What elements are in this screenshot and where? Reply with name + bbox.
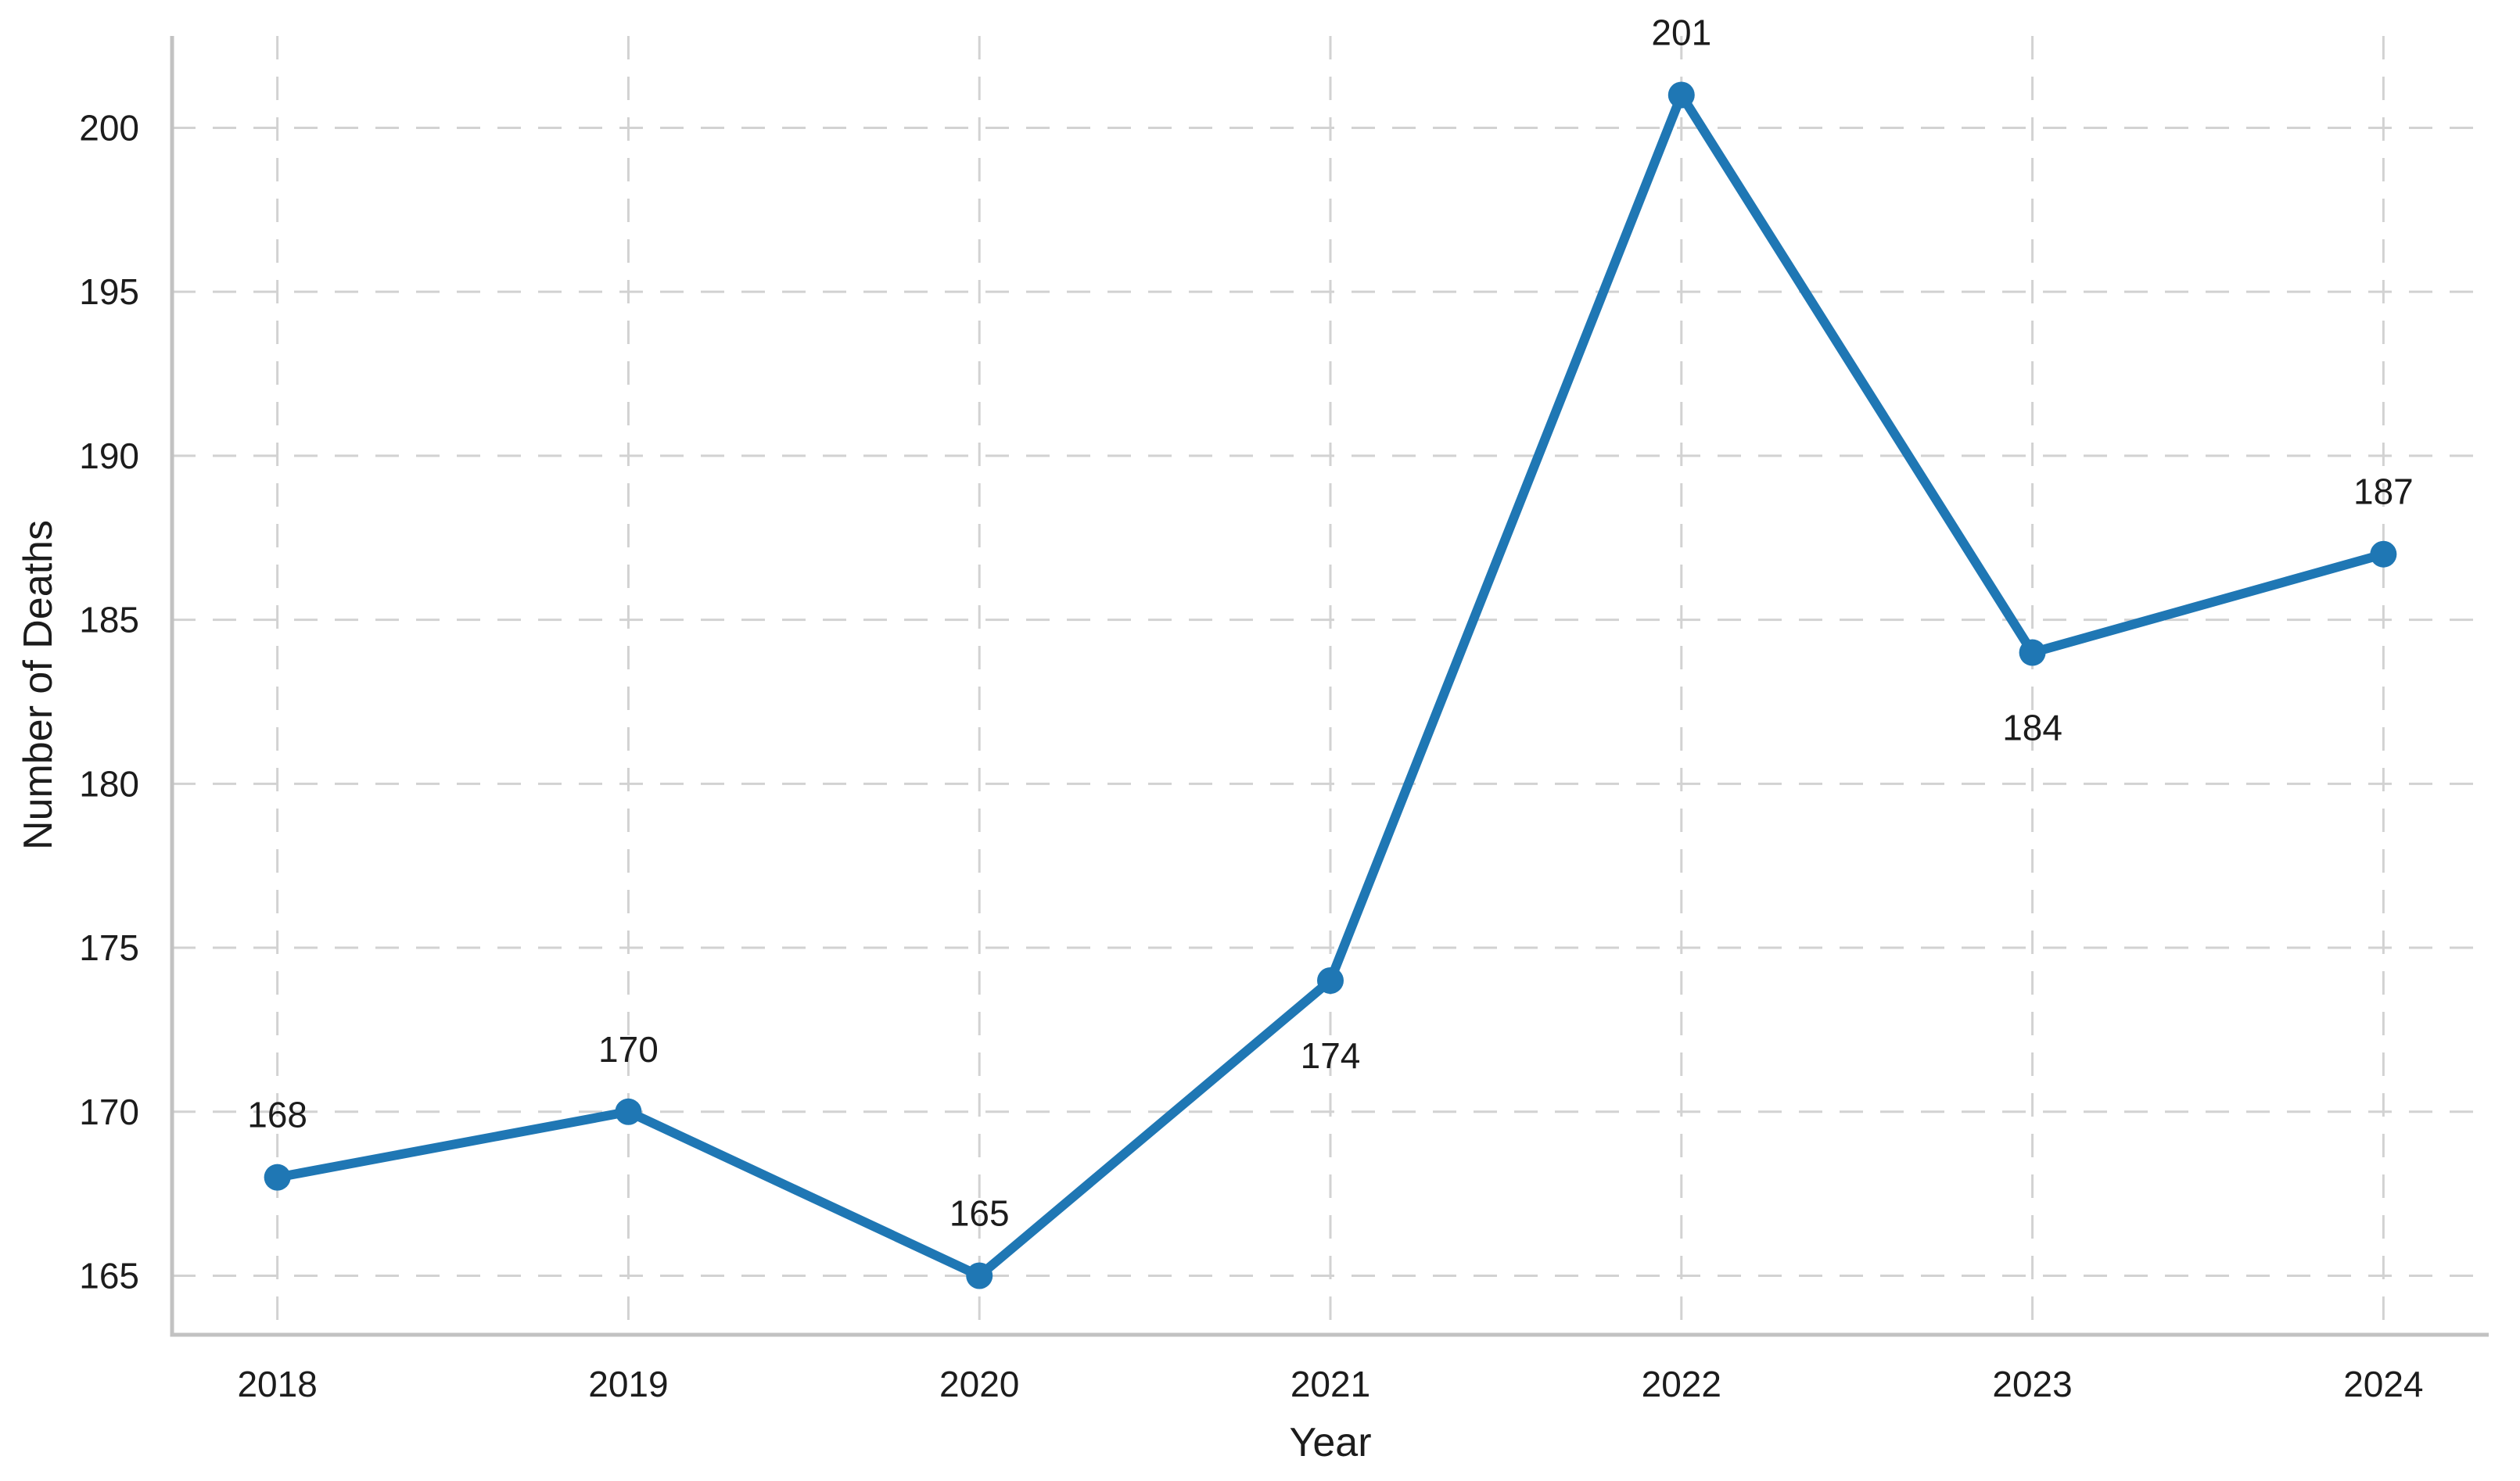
x-tick-labels: 2018 2019 2020 2021 2022 2023 2024: [237, 1364, 2423, 1404]
axis-spines: [170, 36, 2489, 1337]
value-label-2021: 174: [1301, 1035, 1361, 1076]
data-point-2018: [264, 1164, 291, 1191]
data-point-2024: [2370, 540, 2397, 568]
y-tick-165: 165: [79, 1256, 139, 1296]
y-tick-180: 180: [79, 763, 139, 804]
y-tick-labels: 165 170 175 180 185 190 195 200: [79, 107, 139, 1296]
y-tick-195: 195: [79, 271, 139, 312]
x-axis-title: Year: [1289, 1420, 1371, 1465]
x-tick-2019: 2019: [588, 1364, 668, 1404]
x-tick-2020: 2020: [939, 1364, 1019, 1404]
data-point-2023: [2019, 639, 2046, 666]
x-tick-2023: 2023: [1992, 1364, 2072, 1404]
x-tick-2024: 2024: [2343, 1364, 2423, 1404]
data-point-2021: [1317, 967, 1344, 994]
data-point-2022: [1667, 81, 1695, 109]
series-layer: [264, 81, 2397, 1289]
data-labels: 168 170 165 174 201 184 187: [247, 13, 2413, 1234]
value-label-2022: 201: [1651, 13, 1711, 53]
grid-layer: [172, 36, 2489, 1335]
data-point-2019: [615, 1098, 642, 1125]
data-point-2020: [966, 1262, 993, 1289]
x-tick-2022: 2022: [1642, 1364, 1721, 1404]
value-label-2019: 170: [598, 1029, 659, 1070]
y-axis-title: Number of Deaths: [16, 520, 61, 850]
value-label-2020: 165: [949, 1193, 1010, 1234]
x-tick-2018: 2018: [237, 1364, 317, 1404]
y-tick-170: 170: [79, 1092, 139, 1132]
x-tick-2021: 2021: [1291, 1364, 1370, 1404]
value-label-2024: 187: [2353, 472, 2414, 512]
y-tick-175: 175: [79, 927, 139, 968]
y-tick-190: 190: [79, 436, 139, 476]
value-label-2018: 168: [247, 1095, 307, 1135]
value-label-2023: 184: [2002, 708, 2062, 748]
y-tick-200: 200: [79, 107, 139, 148]
y-tick-185: 185: [79, 600, 139, 640]
